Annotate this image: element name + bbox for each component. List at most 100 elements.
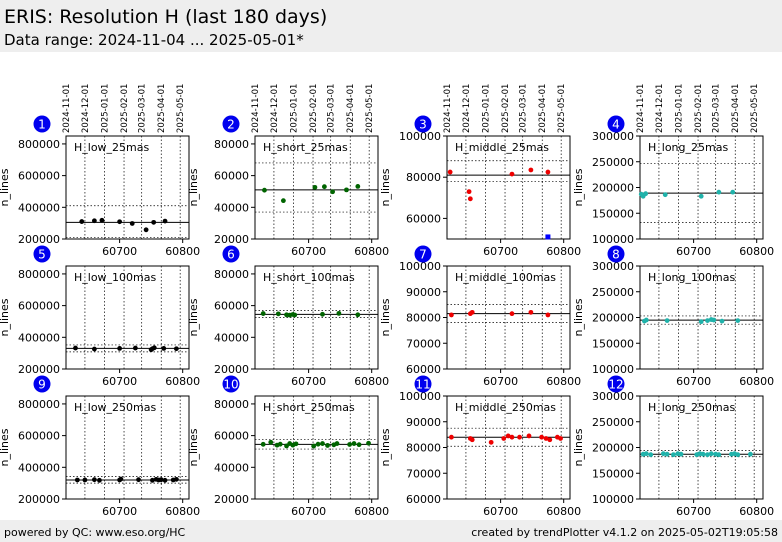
- data-point: [543, 436, 549, 441]
- data-point: [643, 317, 649, 323]
- y-tick-label: 80000: [406, 442, 441, 455]
- panel-label: H_short_100mas: [263, 271, 355, 284]
- data-point: [545, 312, 551, 318]
- panel-number-badge: [222, 115, 240, 133]
- y-tick-label: 100000: [592, 233, 634, 246]
- date-tick-label: 2024-12-01: [655, 84, 665, 133]
- data-point: [664, 451, 670, 457]
- y-tick-label: 20000: [214, 363, 249, 376]
- data-point: [351, 441, 357, 446]
- data-point: [517, 434, 522, 440]
- y-tick-label: 150000: [592, 207, 634, 220]
- y-tick-label: 400000: [18, 201, 60, 214]
- x-tick-label: 60800: [165, 245, 200, 258]
- data-point: [355, 183, 361, 189]
- date-tick-label: 2025-05-01: [557, 84, 567, 133]
- y-tick-label: 250000: [592, 156, 634, 169]
- panel-number: 6: [227, 248, 235, 262]
- data-point: [320, 311, 325, 317]
- y-tick-label: 80000: [406, 312, 441, 325]
- data-point: [73, 345, 78, 351]
- y-tick-label: 200000: [18, 493, 60, 506]
- panel-number-badge: [607, 115, 625, 133]
- y-tick-label: 300000: [592, 130, 634, 143]
- y-tick-label: 100000: [399, 260, 441, 273]
- y-tick-label: 90000: [406, 416, 441, 429]
- x-tick-label: 60700: [483, 505, 518, 518]
- panel-number-badge: [607, 375, 625, 393]
- x-tick-label: 60800: [739, 505, 774, 518]
- panel-number-badge: [607, 245, 625, 263]
- y-tick-label: 70000: [406, 467, 441, 480]
- date-tick-label: 2025-04-01: [157, 84, 167, 133]
- date-tick-label: 2025-02-01: [694, 84, 704, 133]
- data-point: [158, 477, 164, 483]
- data-point: [730, 189, 736, 195]
- panel-label: H_long_100mas: [648, 271, 735, 284]
- y-tick-label: 20000: [214, 493, 249, 506]
- data-point: [505, 433, 511, 439]
- x-tick-label: 60800: [354, 245, 389, 258]
- y-tick-label: 200000: [592, 312, 634, 325]
- x-tick-label: 60700: [102, 245, 137, 258]
- x-tick-label: 60800: [165, 375, 200, 388]
- data-point: [132, 345, 138, 351]
- data-point: [262, 187, 267, 193]
- date-tick-label: 2025-01-01: [100, 84, 110, 133]
- data-point: [320, 441, 325, 446]
- data-point: [467, 196, 473, 202]
- data-point: [117, 346, 123, 351]
- x-tick-label: 60800: [546, 505, 581, 518]
- data-point: [660, 451, 666, 457]
- data-point: [528, 167, 534, 173]
- panel-number-badge: [414, 115, 432, 133]
- panel-number-badge: [33, 375, 51, 393]
- data-point: [129, 221, 135, 226]
- data-point: [526, 433, 532, 439]
- y-tick-label: 80000: [214, 268, 249, 281]
- data-point: [334, 441, 340, 446]
- y-axis-label: n_lines: [0, 428, 11, 466]
- data-point: [315, 441, 321, 447]
- data-point: [91, 346, 97, 352]
- plot-frame: [65, 265, 190, 370]
- data-point: [151, 345, 157, 351]
- y-axis-label: n_lines: [187, 298, 200, 336]
- data-point: [643, 451, 649, 457]
- data-point: [671, 452, 676, 458]
- y-tick-label: 70000: [406, 337, 441, 350]
- date-tick-label: 2025-04-01: [731, 84, 741, 133]
- data-point: [488, 439, 494, 445]
- data-point: [260, 441, 266, 447]
- data-point: [136, 477, 141, 483]
- y-tick-label: 40000: [214, 331, 249, 344]
- y-tick-label: 80000: [406, 171, 441, 184]
- data-point: [501, 436, 507, 441]
- y-tick-label: 60000: [214, 300, 249, 313]
- data-point: [447, 169, 453, 175]
- y-tick-label: 250000: [592, 416, 634, 429]
- date-tick-label: 2024-11-01: [636, 84, 646, 133]
- y-tick-label: 100000: [592, 493, 634, 506]
- panel-10: 20000 40000 60000 80000 60700 60800 n_lines H_s…: [187, 375, 389, 518]
- panel-label: H_low_250mas: [74, 401, 157, 414]
- panel-2: 2024-11-01 2024-12-01 2025-01-01 2025-02-01…: [187, 84, 389, 258]
- panel-number-badge: [33, 245, 51, 263]
- data-point: [469, 437, 475, 443]
- y-tick-label: 400000: [18, 331, 60, 344]
- x-tick-label: 60700: [291, 245, 326, 258]
- x-tick-label: 60800: [354, 505, 389, 518]
- y-tick-label: 300000: [592, 260, 634, 273]
- data-point: [711, 317, 717, 323]
- y-axis-label: n_lines: [0, 168, 11, 206]
- data-point: [705, 318, 710, 323]
- data-point: [162, 477, 168, 483]
- data-point: [662, 192, 668, 198]
- y-axis-label: n_lines: [0, 298, 11, 336]
- data-point: [99, 217, 105, 223]
- data-point: [449, 434, 454, 440]
- data-point: [698, 319, 704, 325]
- plot-frame: [65, 135, 190, 240]
- data-point: [356, 442, 362, 448]
